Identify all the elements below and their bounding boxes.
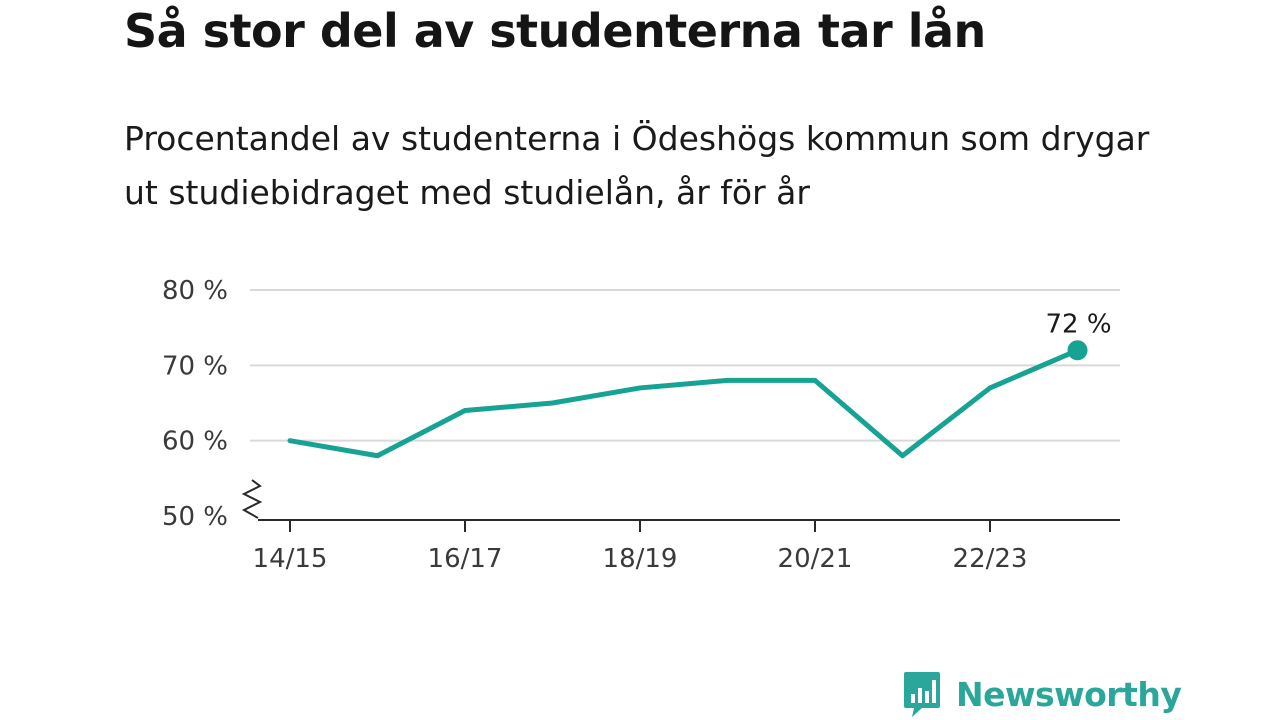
x-tick-label: 18/19 (603, 544, 678, 574)
data-point-last (1067, 340, 1088, 361)
y-tick-label: 80 % (162, 276, 228, 306)
y-tick-label: 50 % (162, 502, 228, 532)
y-tick-label: 70 % (162, 351, 228, 381)
brand-name: Newsworthy (956, 674, 1182, 714)
x-tick-label: 20/21 (778, 544, 853, 574)
x-tick-label: 22/23 (953, 544, 1028, 574)
series-line (287, 347, 1080, 459)
x-tick-label: 14/15 (253, 544, 328, 574)
x-tick-label: 16/17 (428, 544, 503, 574)
y-tick-label: 60 % (162, 427, 228, 457)
chart-title: Så stor del av studenterna tar lån (124, 4, 986, 58)
bar-chart-icon (904, 672, 940, 717)
data-label: 72 % (1045, 309, 1111, 339)
axis-break-marker (241, 479, 263, 519)
chart-subtitle: Procentandel av studenterna i Ödeshögs k… (124, 119, 1150, 212)
brand-logo: Newsworthy (902, 670, 1182, 718)
